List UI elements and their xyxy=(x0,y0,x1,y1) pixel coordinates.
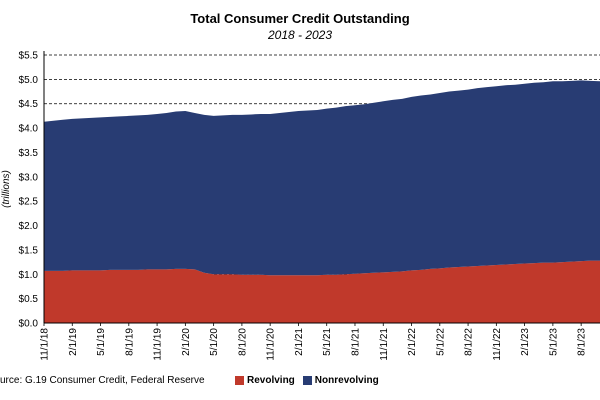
legend-swatch-nonrevolving xyxy=(302,376,312,385)
series-area-nonrevolving xyxy=(44,80,600,276)
x-tick-label: 11/1/19 xyxy=(153,328,164,361)
y-tick-label: $5.0 xyxy=(19,75,39,86)
series-area-revolving xyxy=(44,260,600,323)
y-tick-label: $2.5 xyxy=(19,197,39,208)
x-tick-label: 8/1/22 xyxy=(464,328,475,356)
y-tick-label: $3.5 xyxy=(19,148,39,159)
x-tick-label: 8/1/19 xyxy=(124,328,135,356)
legend-entry-nonrevolving: Nonrevolving xyxy=(302,375,379,386)
y-tick-label: $2.0 xyxy=(19,221,39,232)
legend-label-revolving: Revolving xyxy=(247,375,295,386)
chart-title: Total Consumer Credit Outstanding xyxy=(190,11,410,26)
x-tick-label: 2/1/19 xyxy=(68,328,79,356)
legend-label-nonrevolving: Nonrevolving xyxy=(314,375,379,386)
y-tick-label: $1.0 xyxy=(19,270,39,281)
x-tick-label: 2/1/20 xyxy=(181,328,192,356)
area-layer xyxy=(44,80,600,323)
x-tick-label: 2/1/21 xyxy=(294,328,305,356)
x-tick-label: 11/1/22 xyxy=(492,328,503,361)
legend-swatch-revolving xyxy=(235,376,244,385)
x-tick-label: 5/1/19 xyxy=(96,328,107,356)
x-tick-label: 11/1/20 xyxy=(266,328,277,361)
x-tick-label: 5/1/22 xyxy=(435,328,446,356)
legend-entry-revolving: Revolving xyxy=(235,375,295,386)
source-note: urce: G.19 Consumer Credit, Federal Rese… xyxy=(0,375,205,386)
y-axis-title: (trillions) xyxy=(1,170,12,208)
x-tick-label: 2/1/23 xyxy=(520,328,531,356)
x-tick-label: 8/1/21 xyxy=(350,328,361,356)
x-tick-label: 11/1/21 xyxy=(379,328,390,361)
chart-subtitle: 2018 - 2023 xyxy=(267,28,333,42)
y-tick-label: $5.5 xyxy=(19,51,39,62)
x-tick-label: 5/1/21 xyxy=(322,328,333,356)
x-tick-label: 5/1/20 xyxy=(209,328,220,356)
y-tick-label: $4.5 xyxy=(19,99,39,110)
axis-layer xyxy=(43,51,600,326)
y-tick-label: $1.5 xyxy=(19,245,39,256)
x-tick-label: 5/1/23 xyxy=(548,328,559,356)
x-tick-label: 2/1/22 xyxy=(407,328,418,356)
x-tick-label: 11/1/18 xyxy=(40,328,51,361)
label-layer: $0.0 $0.5 $1.0 $1.5 $2.0 $2.5 $3.0 $3.5 $4.0 $4.5… xyxy=(1,51,588,361)
y-tick-label: $0.0 xyxy=(19,319,39,330)
y-tick-label: $3.0 xyxy=(19,172,39,183)
y-tick-label: $4.0 xyxy=(19,124,39,135)
x-tick-label: 8/1/23 xyxy=(577,328,588,356)
legend: Revolving Nonrevolving xyxy=(235,375,387,386)
y-tick-label: $0.5 xyxy=(19,294,39,305)
x-tick-label: 8/1/20 xyxy=(237,328,248,356)
